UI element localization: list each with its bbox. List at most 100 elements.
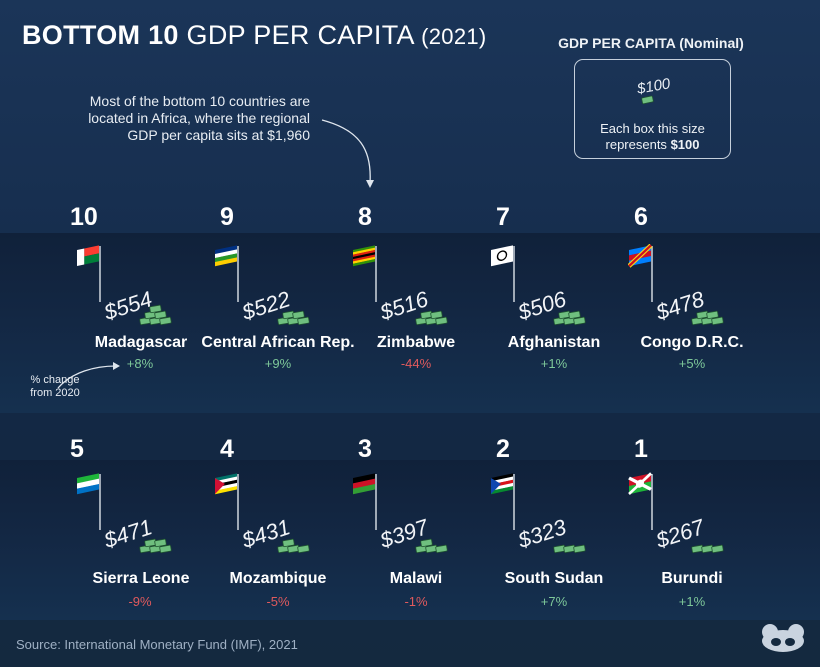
money-bill [711,544,724,554]
pct-note-line: % change [30,374,80,386]
zimbabwe-flag [353,245,377,302]
africa-note-line: located in Africa, where the regional [88,110,310,126]
flag-stripe [215,249,237,259]
congo-drc-flag [628,244,653,302]
flag-stripe [353,245,375,253]
change-label: -44% [400,356,432,371]
money-bill [435,316,448,326]
flag-disc [636,479,644,488]
title-rest: GDP PER CAPITA [186,20,414,50]
money-bill [430,310,443,320]
rank-number: 1 [634,435,648,463]
money-bill [292,310,305,320]
burundi-flag [628,472,653,530]
flag-triangle [491,478,501,494]
country-name: Mozambique [229,570,327,587]
rank-number: 9 [220,203,234,231]
money-bill [420,538,433,548]
money-stack [277,310,310,326]
change-label: +5% [678,356,706,371]
country-name: Sierra Leone [92,570,190,587]
country-name: Burundi [661,570,723,587]
page-title: BOTTOM 10 GDP PER CAPITA (2021) [22,20,487,51]
pct-change-note: % change from 2020 [20,374,90,400]
money-icon [641,95,654,105]
flag-emblem [496,250,508,261]
money-stack [415,538,448,554]
logo-icon [762,624,804,652]
flag-stripe [353,259,375,267]
flag-stripe [353,473,375,484]
flag-stripe [353,256,375,264]
money-bill [154,538,167,548]
source-note: Source: International Monetary Fund (IMF… [16,637,298,652]
title-bold: BOTTOM 10 [22,20,179,50]
country-name: Malawi [389,570,443,587]
money-bill [711,316,724,326]
flag-stripe [353,252,375,260]
legend-text: Each box this size represents $100 [575,121,730,153]
flag-stripe [353,254,375,262]
legend-text-bold: $100 [670,137,700,152]
flag-stripe [84,245,100,257]
africa-note: Most of the bottom 10 countries are loca… [40,93,310,144]
money-bill [154,310,167,320]
country-name: Central African Rep. [201,334,355,351]
title-year: (2021) [421,24,487,49]
money-bill [435,544,448,554]
central-african-flag [215,245,239,302]
flag-stripe [215,482,237,492]
rank-number: 2 [496,435,510,463]
country-name: South Sudan [504,570,604,587]
pct-note-line: from 2020 [30,387,80,399]
change-label: +1% [540,356,568,371]
south-sudan-flag [491,473,515,530]
rank-number: 10 [70,203,98,231]
change-label: +9% [264,356,292,371]
rank-number: 4 [220,435,234,463]
rank-number: 5 [70,435,84,463]
change-label: -1% [404,594,428,609]
malawi-flag [353,473,377,530]
money-bill [159,544,172,554]
flag-stripe [84,253,100,265]
money-bill [149,304,162,314]
flag-diagonal-center [628,244,652,267]
money-bill [573,316,586,326]
money-bill [297,544,310,554]
flag-stripe [353,249,375,258]
flag-stripe [491,482,513,492]
money-stack [691,310,724,326]
flag-stripe [353,478,375,489]
flag-stripe [491,245,513,267]
madagascar-flag [77,245,101,302]
flag-stripe [77,478,99,489]
money-bill [706,310,719,320]
flag-stripe [77,473,99,484]
flag-stripe [353,483,375,495]
legend-title: GDP PER CAPITA (Nominal) [558,35,744,51]
flag-stripe [77,248,85,266]
change-label: +7% [540,594,568,609]
money-stack [415,310,448,326]
money-stack [553,544,586,554]
money-bill [568,310,581,320]
flag-stripe [215,245,237,255]
sierra-leone-flag [77,473,101,530]
flag-stripe [491,486,513,495]
money-bill [282,538,295,548]
flag-stripe [629,481,651,495]
flag-stripe [491,473,513,482]
africa-note-line: Most of the bottom 10 countries are [89,93,310,109]
africa-note-line: GDP per capita sits at $1,960 [127,127,310,143]
change-label: +8% [126,356,154,371]
change-label: +1% [678,594,706,609]
money-stack [139,538,172,554]
rank-number: 8 [358,203,372,231]
flag-triangle [215,478,225,494]
mozambique-flag [215,473,239,530]
money-bill [297,316,310,326]
change-label: -9% [128,594,152,609]
